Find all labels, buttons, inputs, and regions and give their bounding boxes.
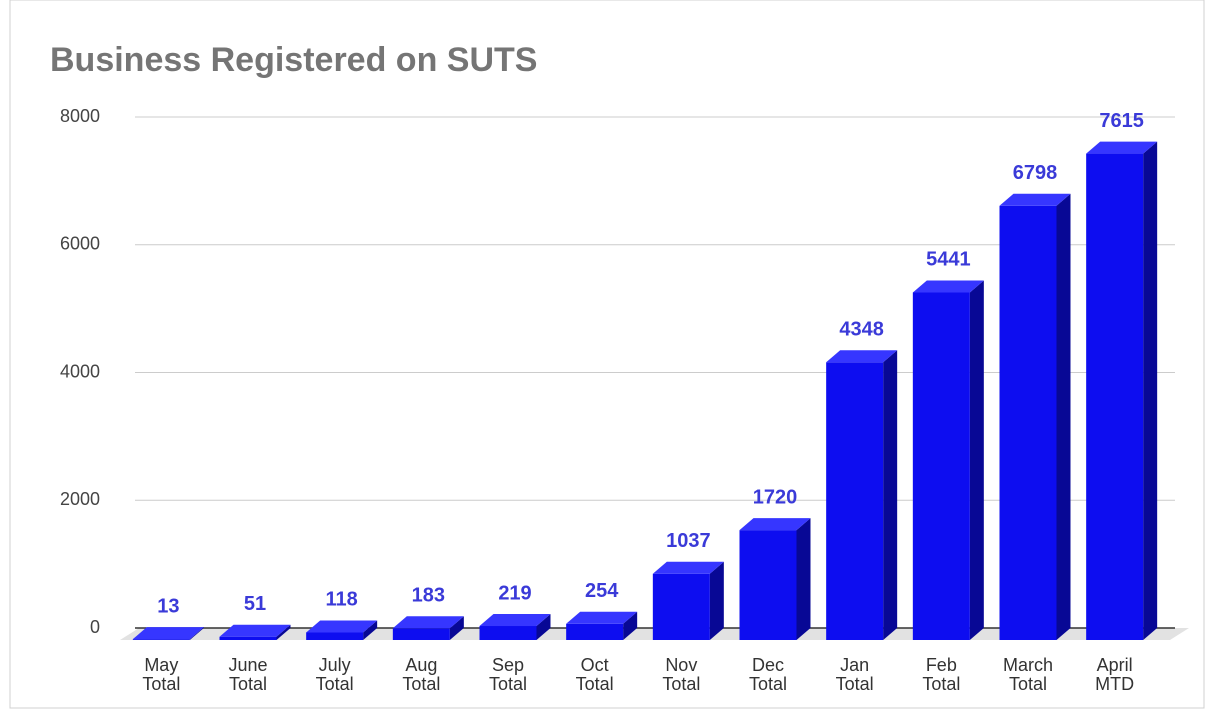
bar <box>219 636 277 640</box>
bar <box>132 639 190 640</box>
x-tick-label: Feb Total <box>922 655 961 694</box>
bar-side <box>1143 141 1158 641</box>
bar <box>479 626 537 640</box>
bar-side <box>796 518 811 640</box>
bar <box>566 623 624 640</box>
bar-top <box>566 611 638 624</box>
x-tick-label: Oct Total <box>575 655 614 694</box>
bar-top <box>826 350 898 363</box>
y-tick-label: 2000 <box>60 489 100 509</box>
bar-side <box>1056 193 1071 640</box>
x-tick-label: April MTD <box>1095 655 1135 694</box>
bar-top <box>1086 141 1158 154</box>
bar-top <box>132 627 204 640</box>
bar <box>1086 153 1144 641</box>
y-tick-label: 4000 <box>60 361 100 381</box>
x-tick-label: Jan Total <box>835 655 874 694</box>
bar <box>912 292 970 640</box>
value-label: 219 <box>498 582 531 604</box>
bar-top <box>999 193 1071 206</box>
bar-side <box>363 620 378 640</box>
value-label: 1037 <box>666 530 711 552</box>
bar <box>652 573 710 640</box>
value-label: 1720 <box>753 486 798 508</box>
bar-top <box>479 614 551 627</box>
value-label: 51 <box>244 593 266 615</box>
y-tick-label: 8000 <box>60 106 100 126</box>
bar-top <box>912 280 984 293</box>
value-label: 183 <box>412 585 445 607</box>
x-tick-label: Dec Total <box>748 655 788 694</box>
value-label: 118 <box>326 589 358 611</box>
x-tick-label: June Total <box>228 655 268 694</box>
bar-top <box>652 561 724 574</box>
value-label: 4348 <box>839 319 884 341</box>
x-tick-label: July Total <box>315 655 354 694</box>
bar-top <box>392 616 464 629</box>
bar <box>999 205 1057 640</box>
bar-side <box>883 350 898 640</box>
value-label: 254 <box>585 580 619 602</box>
x-tick-label: Nov Total <box>662 655 701 694</box>
bar-side <box>709 561 724 640</box>
x-tick-label: May Total <box>142 655 181 694</box>
value-label: 5441 <box>926 249 971 271</box>
bar-side <box>969 280 984 640</box>
bar-top <box>306 620 378 633</box>
x-tick-label: March Total <box>1002 655 1053 694</box>
bar-side <box>536 614 551 640</box>
bar <box>306 632 364 640</box>
bar <box>739 530 797 640</box>
bar-side <box>189 627 204 640</box>
bar-side <box>623 611 638 640</box>
x-tick-label: Sep Total <box>488 655 528 694</box>
value-label: 13 <box>157 595 179 617</box>
bar-side <box>449 616 464 640</box>
bar-top <box>219 624 291 637</box>
x-tick-label: Aug Total <box>402 655 441 694</box>
bar <box>826 362 884 640</box>
value-label: 6798 <box>1013 162 1058 184</box>
bar-top <box>739 518 811 531</box>
bar <box>392 628 450 640</box>
y-tick-label: 0 <box>90 617 100 637</box>
bar-side <box>276 624 291 640</box>
value-label: 7615 <box>1099 110 1144 132</box>
y-tick-label: 6000 <box>60 234 100 254</box>
chart-title: Business Registered on SUTS <box>50 41 537 79</box>
